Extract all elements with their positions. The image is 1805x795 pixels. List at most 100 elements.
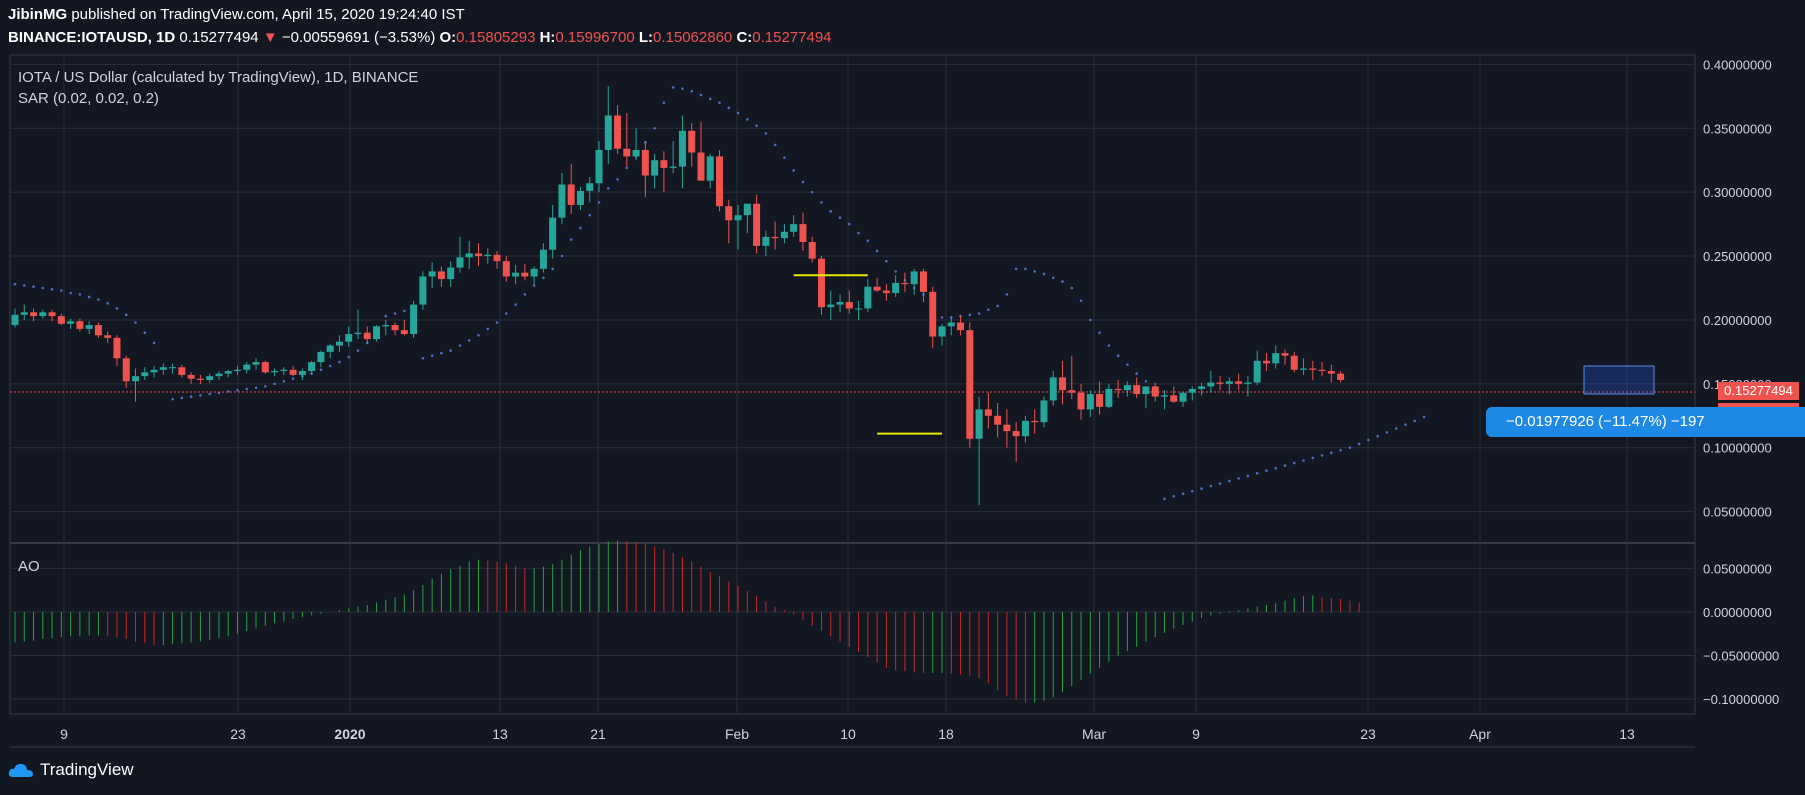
candle-body[interactable] xyxy=(122,358,130,382)
candle-body[interactable] xyxy=(206,376,214,380)
candle-body[interactable] xyxy=(382,325,390,327)
candle-body[interactable] xyxy=(1262,360,1270,364)
candle-body[interactable] xyxy=(725,206,733,221)
candle-body[interactable] xyxy=(688,130,696,153)
candle-body[interactable] xyxy=(919,271,927,292)
candle-body[interactable] xyxy=(632,150,640,157)
candle-body[interactable] xyxy=(354,332,362,334)
candle-body[interactable] xyxy=(706,156,714,181)
candle-body[interactable] xyxy=(1003,424,1011,432)
candle-body[interactable] xyxy=(196,378,204,380)
candle-body[interactable] xyxy=(1040,400,1048,423)
candle-body[interactable] xyxy=(1290,355,1298,370)
footer[interactable]: TradingView xyxy=(8,760,134,780)
candle-body[interactable] xyxy=(1327,371,1335,374)
candle-body[interactable] xyxy=(901,282,909,285)
candle-body[interactable] xyxy=(1188,388,1196,393)
candle-body[interactable] xyxy=(20,312,28,315)
candle-body[interactable] xyxy=(104,335,112,338)
candle-body[interactable] xyxy=(57,316,65,324)
candle-body[interactable] xyxy=(957,322,965,331)
candle-body[interactable] xyxy=(169,367,177,369)
candle-series[interactable] xyxy=(11,86,1345,506)
candle-body[interactable] xyxy=(76,321,84,329)
candle-body[interactable] xyxy=(660,160,668,168)
candle-body[interactable] xyxy=(178,367,186,375)
candle-body[interactable] xyxy=(363,332,371,340)
candle-body[interactable] xyxy=(465,253,473,258)
candle-body[interactable] xyxy=(864,286,872,309)
annotations[interactable] xyxy=(793,274,942,435)
candle-body[interactable] xyxy=(873,286,881,291)
candle-body[interactable] xyxy=(892,282,900,294)
candle-body[interactable] xyxy=(1198,386,1206,389)
candle-body[interactable] xyxy=(187,374,195,379)
candle-body[interactable] xyxy=(1123,385,1131,391)
candle-body[interactable] xyxy=(391,325,399,331)
candle-body[interactable] xyxy=(512,272,520,277)
candle-body[interactable] xyxy=(1235,381,1243,384)
candle-body[interactable] xyxy=(233,369,241,372)
candle-body[interactable] xyxy=(994,415,1002,425)
candle-body[interactable] xyxy=(1049,377,1057,401)
candle-body[interactable] xyxy=(855,308,863,310)
candle-body[interactable] xyxy=(1133,385,1141,395)
candle-body[interactable] xyxy=(1105,388,1113,407)
candle-body[interactable] xyxy=(734,215,742,221)
candle-body[interactable] xyxy=(799,224,807,242)
candle-body[interactable] xyxy=(345,334,353,342)
candle-body[interactable] xyxy=(882,290,890,294)
candle-body[interactable] xyxy=(317,351,325,363)
candle-body[interactable] xyxy=(30,312,38,317)
candle-body[interactable] xyxy=(836,302,844,305)
candle-body[interactable] xyxy=(475,253,482,257)
candle-body[interactable] xyxy=(456,257,464,268)
candle-body[interactable] xyxy=(780,231,788,239)
candle-body[interactable] xyxy=(1300,368,1308,370)
candle-body[interactable] xyxy=(910,271,918,285)
candle-body[interactable] xyxy=(845,302,853,309)
candle-body[interactable] xyxy=(1179,392,1187,402)
candle-body[interactable] xyxy=(1309,368,1317,370)
candle-body[interactable] xyxy=(586,183,594,191)
candle-body[interactable] xyxy=(1244,382,1252,384)
candle-body[interactable] xyxy=(762,236,770,246)
candle-body[interactable] xyxy=(150,369,158,373)
candle-body[interactable] xyxy=(1170,395,1178,402)
candle-body[interactable] xyxy=(808,242,816,259)
candle-body[interactable] xyxy=(678,130,686,167)
candle-body[interactable] xyxy=(11,314,19,326)
candle-body[interactable] xyxy=(243,364,251,370)
candle-body[interactable] xyxy=(549,217,557,250)
candle-body[interactable] xyxy=(539,249,547,269)
candle-body[interactable] xyxy=(1151,386,1159,397)
candle-body[interactable] xyxy=(669,166,677,168)
candle-body[interactable] xyxy=(1337,373,1345,380)
candle-body[interactable] xyxy=(215,373,223,377)
candle-body[interactable] xyxy=(1142,386,1150,395)
candle-body[interactable] xyxy=(697,152,705,181)
candle-body[interactable] xyxy=(567,184,575,205)
candle-body[interactable] xyxy=(984,409,992,416)
candle-body[interactable] xyxy=(1021,420,1029,437)
candle-body[interactable] xyxy=(113,337,121,359)
candle-body[interactable] xyxy=(651,160,659,176)
candle-body[interactable] xyxy=(938,326,946,337)
candle-body[interactable] xyxy=(1225,381,1233,384)
candle-body[interactable] xyxy=(623,148,631,157)
candle-body[interactable] xyxy=(1012,431,1020,437)
candle-body[interactable] xyxy=(576,190,584,205)
candle-body[interactable] xyxy=(530,268,538,277)
candle-body[interactable] xyxy=(39,312,47,317)
candle-body[interactable] xyxy=(447,267,455,280)
candle-body[interactable] xyxy=(1114,388,1122,391)
candle-body[interactable] xyxy=(790,224,798,232)
candle-body[interactable] xyxy=(743,203,751,216)
candle-body[interactable] xyxy=(1216,382,1224,384)
candle-body[interactable] xyxy=(132,376,140,382)
candle-body[interactable] xyxy=(595,150,603,184)
author[interactable]: JibinMG xyxy=(8,6,68,23)
candle-body[interactable] xyxy=(1207,382,1215,387)
candle-body[interactable] xyxy=(373,326,381,340)
